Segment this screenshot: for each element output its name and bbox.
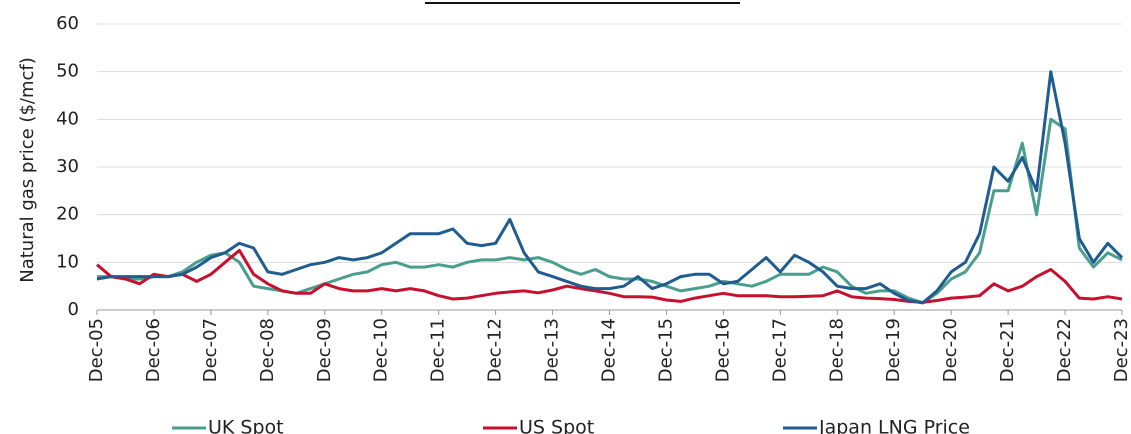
x-tick-label: Dec-10 (371, 318, 392, 382)
x-tick-label: Dec-23 (1111, 318, 1131, 382)
y-axis-label: Natural gas price ($/mcf) (17, 57, 38, 283)
x-tick-label: Dec-11 (428, 318, 449, 382)
x-tick-label: Dec-21 (997, 318, 1018, 382)
series-line (96, 70, 1124, 305)
x-tick-label: Dec-05 (86, 318, 107, 382)
x-tick-label: Dec-15 (655, 318, 676, 382)
y-tick-label: 50 (56, 61, 79, 82)
legend-label: Japan LNG Price (818, 417, 970, 434)
y-tick-label: 40 (56, 108, 79, 129)
x-tick-label: Dec-06 (143, 318, 164, 382)
series-line (97, 117, 1123, 305)
x-tick-label: Dec-17 (769, 318, 790, 382)
x-tick-label: Dec-19 (883, 318, 904, 382)
y-tick-label: 20 (56, 204, 79, 225)
x-tick-label: Dec-08 (257, 318, 278, 382)
y-tick-label: 0 (68, 299, 79, 320)
x-tick-label: Dec-13 (542, 318, 563, 382)
series-line (96, 248, 1123, 304)
x-tick-label: Dec-18 (826, 318, 847, 382)
y-tick-label: 30 (56, 156, 79, 177)
x-tick-label: Dec-09 (314, 318, 335, 382)
x-tick-label: Dec-16 (712, 318, 733, 382)
legend-label: US Spot (519, 417, 594, 434)
x-tick-label: Dec-22 (1054, 318, 1075, 382)
x-tick-label: Dec-07 (200, 318, 221, 382)
y-tick-label: 10 (56, 251, 79, 272)
x-tick-label: Dec-14 (599, 318, 620, 382)
y-tick-label: 60 (56, 13, 79, 34)
legend-label: UK Spot (208, 417, 284, 434)
x-tick-label: Dec-12 (485, 318, 506, 382)
x-tick-label: Dec-20 (940, 318, 961, 382)
